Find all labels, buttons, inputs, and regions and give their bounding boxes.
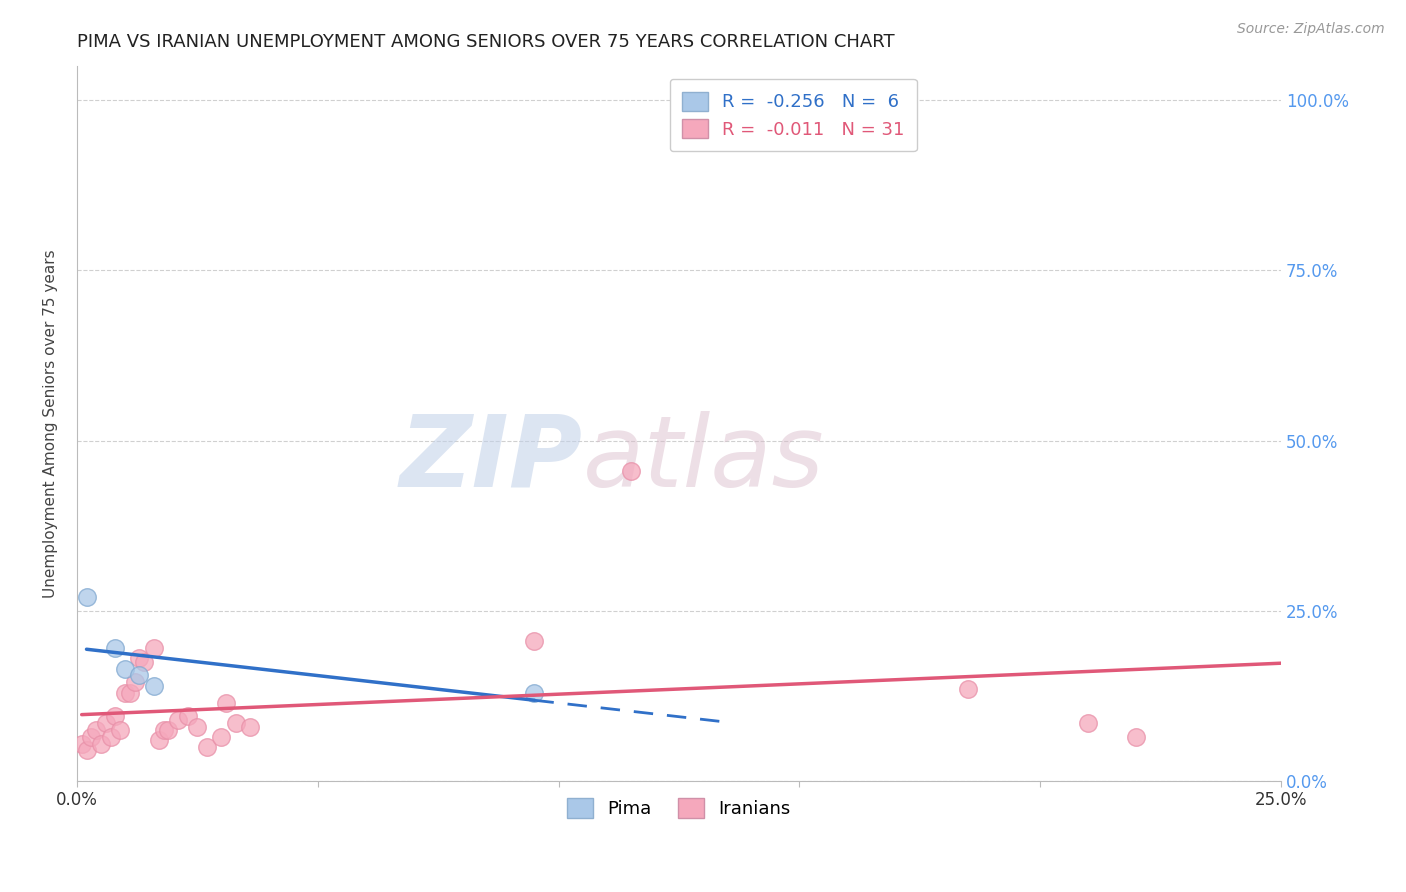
Point xyxy=(195,739,218,754)
Y-axis label: Unemployment Among Seniors over 75 years: Unemployment Among Seniors over 75 years xyxy=(44,250,58,598)
Point xyxy=(124,675,146,690)
Point xyxy=(118,685,141,699)
Point xyxy=(1077,716,1099,731)
Point xyxy=(620,464,643,478)
Point xyxy=(1125,730,1147,744)
Point xyxy=(90,737,112,751)
Point xyxy=(225,716,247,731)
Point xyxy=(157,723,180,737)
Point xyxy=(70,737,93,751)
Text: PIMA VS IRANIAN UNEMPLOYMENT AMONG SENIORS OVER 75 YEARS CORRELATION CHART: PIMA VS IRANIAN UNEMPLOYMENT AMONG SENIO… xyxy=(77,33,894,51)
Point xyxy=(142,679,165,693)
Point xyxy=(76,591,98,605)
Point xyxy=(239,720,262,734)
Point xyxy=(104,709,127,723)
Point xyxy=(114,662,136,676)
Text: Source: ZipAtlas.com: Source: ZipAtlas.com xyxy=(1237,22,1385,37)
Point xyxy=(215,696,238,710)
Point xyxy=(186,720,208,734)
Point xyxy=(80,730,103,744)
Point xyxy=(142,641,165,656)
Text: atlas: atlas xyxy=(582,411,824,508)
Point xyxy=(76,743,98,757)
Point xyxy=(523,685,546,699)
Point xyxy=(523,634,546,648)
Point xyxy=(148,733,170,747)
Point xyxy=(94,716,117,731)
Point xyxy=(110,723,132,737)
Point xyxy=(152,723,174,737)
Point xyxy=(128,651,150,665)
Point xyxy=(100,730,122,744)
Point xyxy=(128,668,150,682)
Point xyxy=(134,655,156,669)
Legend: Pima, Iranians: Pima, Iranians xyxy=(560,791,797,826)
Point xyxy=(956,682,979,697)
Point xyxy=(104,641,127,656)
Point xyxy=(176,709,198,723)
Text: ZIP: ZIP xyxy=(399,411,582,508)
Point xyxy=(167,713,190,727)
Point xyxy=(209,730,232,744)
Point xyxy=(114,685,136,699)
Point xyxy=(84,723,107,737)
